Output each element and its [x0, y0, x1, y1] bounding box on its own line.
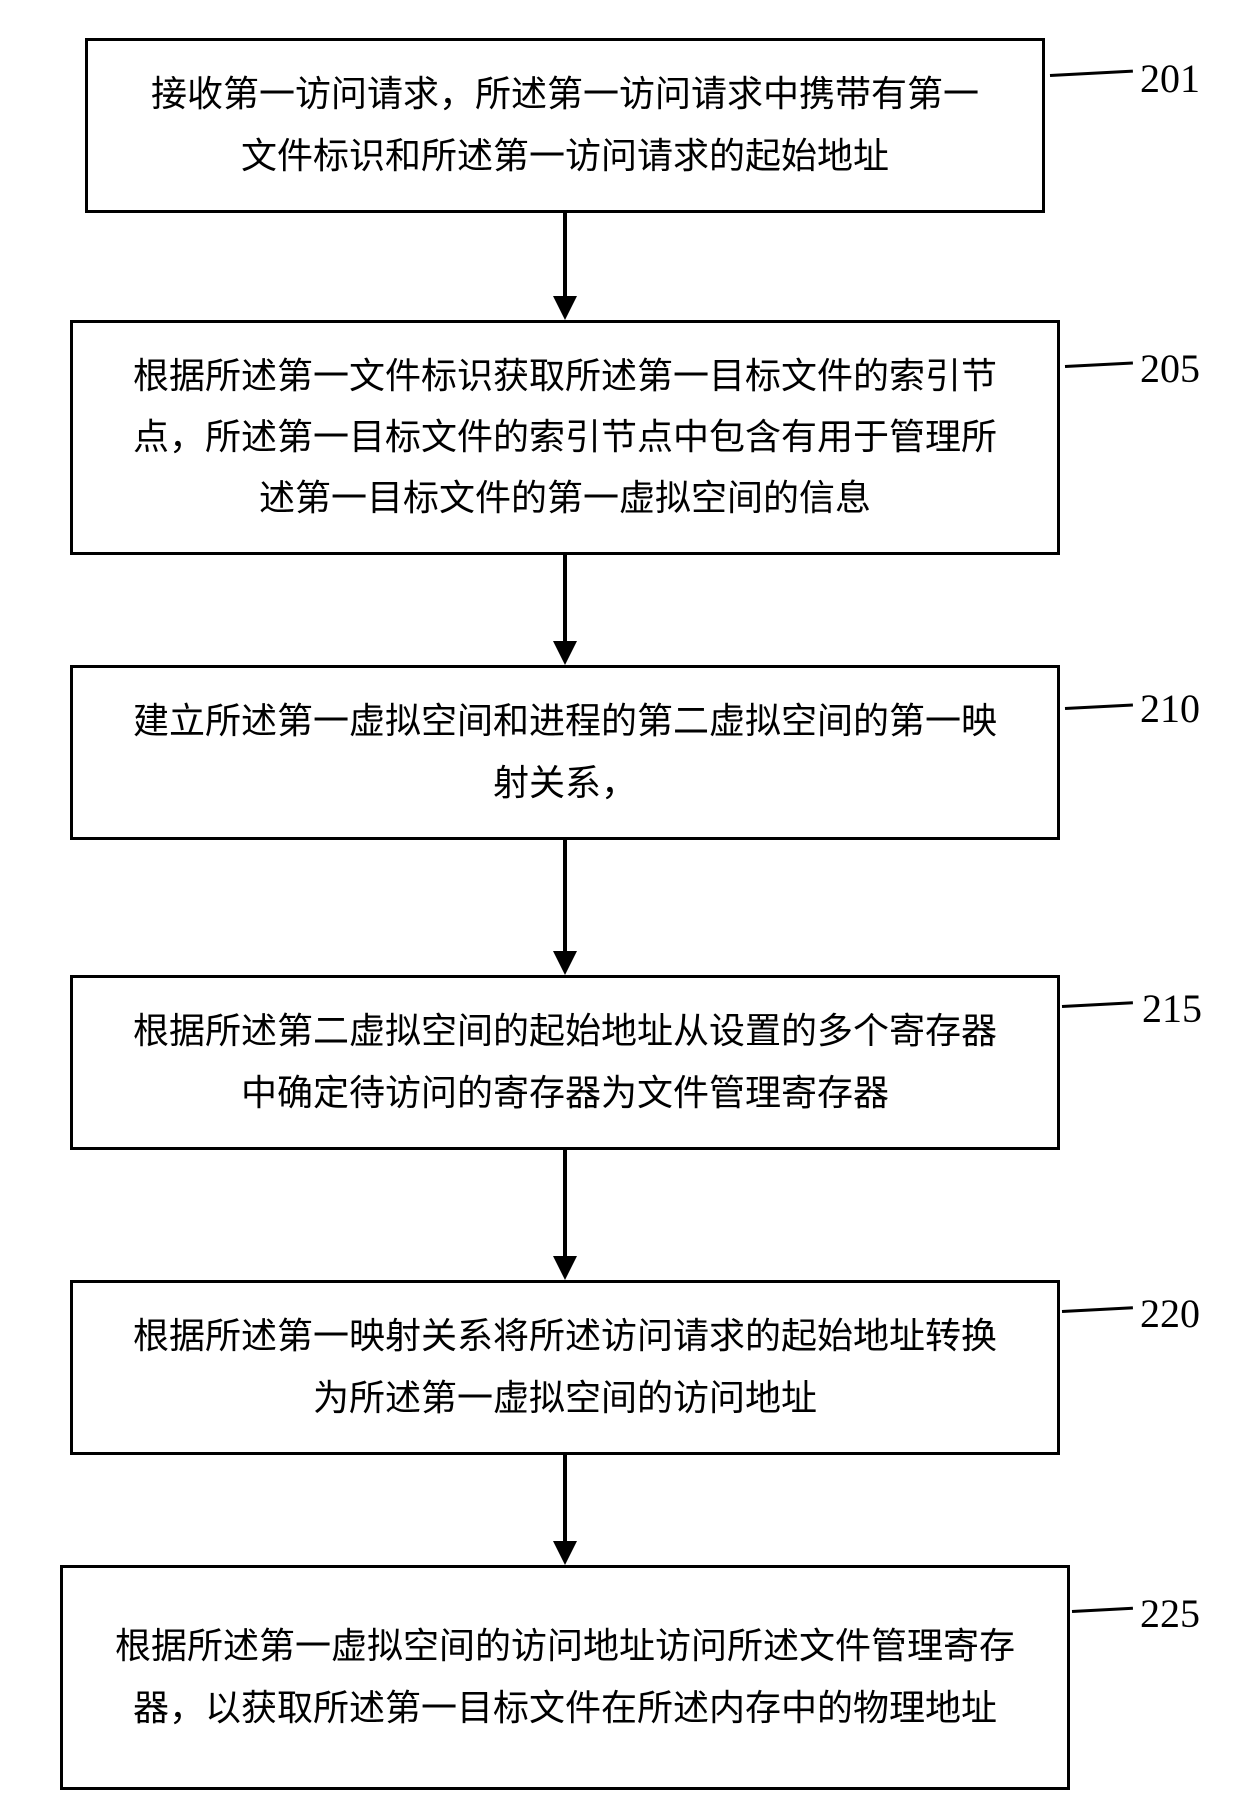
- node-label: 225: [1140, 1590, 1200, 1637]
- flowchart-node: 根据所述第一虚拟空间的访问地址访问所述文件管理寄存器，以获取所述第一目标文件在所…: [60, 1565, 1070, 1790]
- flowchart-node: 根据所述第二虚拟空间的起始地址从设置的多个寄存器中确定待访问的寄存器为文件管理寄…: [70, 975, 1060, 1150]
- connector-arrow: [563, 840, 567, 951]
- node-text: 根据所述第二虚拟空间的起始地址从设置的多个寄存器中确定待访问的寄存器为文件管理寄…: [123, 1001, 1007, 1123]
- arrow-head-icon: [553, 296, 577, 320]
- node-text: 建立所述第一虚拟空间和进程的第二虚拟空间的第一映射关系，: [123, 691, 1007, 813]
- connector-arrow: [563, 1455, 567, 1541]
- leader-line: [1062, 1001, 1133, 1008]
- node-label: 220: [1140, 1290, 1200, 1337]
- node-label: 210: [1140, 685, 1200, 732]
- node-text: 根据所述第一映射关系将所述访问请求的起始地址转换为所述第一虚拟空间的访问地址: [123, 1306, 1007, 1428]
- arrow-head-icon: [553, 1256, 577, 1280]
- flowchart-node: 根据所述第一映射关系将所述访问请求的起始地址转换为所述第一虚拟空间的访问地址: [70, 1280, 1060, 1455]
- connector-arrow: [563, 213, 567, 296]
- leader-line: [1065, 703, 1133, 710]
- node-label: 215: [1142, 985, 1202, 1032]
- leader-line: [1050, 70, 1133, 77]
- leader-line: [1072, 1607, 1133, 1613]
- flowchart-node: 建立所述第一虚拟空间和进程的第二虚拟空间的第一映射关系，: [70, 665, 1060, 840]
- flowchart-container: 接收第一访问请求，所述第一访问请求中携带有第一文件标识和所述第一访问请求的起始地…: [0, 0, 1240, 1806]
- arrow-head-icon: [553, 641, 577, 665]
- node-text: 根据所述第一文件标识获取所述第一目标文件的索引节点，所述第一目标文件的索引节点中…: [123, 346, 1007, 530]
- connector-arrow: [563, 555, 567, 641]
- node-text: 接收第一访问请求，所述第一访问请求中携带有第一文件标识和所述第一访问请求的起始地…: [138, 64, 992, 186]
- connector-arrow: [563, 1150, 567, 1256]
- flowchart-node: 根据所述第一文件标识获取所述第一目标文件的索引节点，所述第一目标文件的索引节点中…: [70, 320, 1060, 555]
- leader-line: [1062, 1306, 1133, 1313]
- arrow-head-icon: [553, 951, 577, 975]
- node-label: 201: [1140, 55, 1200, 102]
- leader-line: [1065, 361, 1133, 368]
- arrow-head-icon: [553, 1541, 577, 1565]
- node-text: 根据所述第一虚拟空间的访问地址访问所述文件管理寄存器，以获取所述第一目标文件在所…: [113, 1616, 1017, 1738]
- flowchart-node: 接收第一访问请求，所述第一访问请求中携带有第一文件标识和所述第一访问请求的起始地…: [85, 38, 1045, 213]
- node-label: 205: [1140, 345, 1200, 392]
